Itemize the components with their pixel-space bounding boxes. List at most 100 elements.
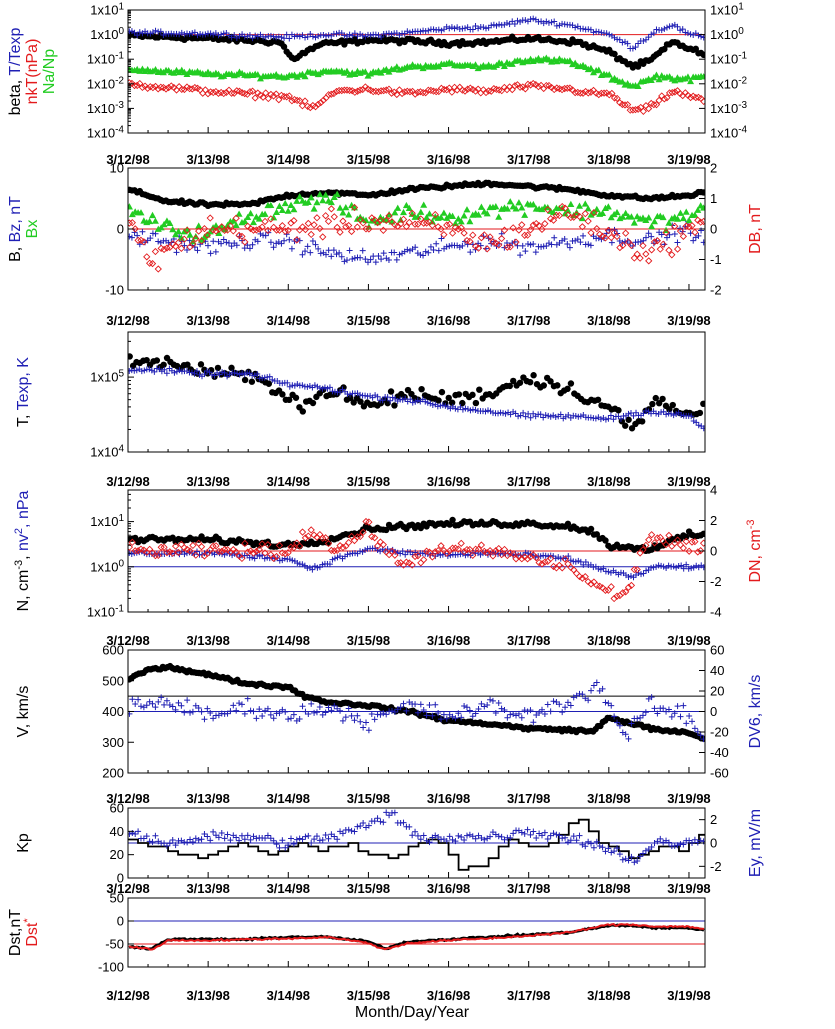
data-point: [544, 835, 551, 842]
data-point: [514, 17, 521, 24]
data-point: [158, 694, 165, 701]
data-point: [239, 370, 246, 377]
data-point: [267, 711, 274, 718]
data-point: [311, 709, 318, 716]
data-point: [630, 254, 638, 262]
data-point: [665, 219, 673, 226]
data-point: [155, 698, 162, 705]
data-point: [391, 249, 398, 256]
data-point: [552, 414, 559, 421]
data-point: [619, 39, 626, 46]
y-tick-label: -10: [105, 283, 124, 298]
data-point: [325, 835, 332, 842]
data-point: [143, 253, 151, 261]
data-point: [360, 724, 367, 731]
data-point: [285, 92, 293, 100]
data-point: [189, 838, 196, 845]
data-point: [141, 367, 148, 374]
y-tick-label: 600: [102, 643, 124, 658]
data-point: [307, 249, 314, 256]
x-tick-label: 3/17/98: [507, 313, 550, 328]
data-point: [478, 700, 485, 707]
data-point: [525, 550, 532, 557]
data-point: [128, 233, 133, 240]
data-point: [184, 361, 191, 368]
data-point: [599, 209, 607, 217]
data-point: [188, 369, 195, 376]
data-point: [327, 198, 335, 206]
data-point: [414, 213, 422, 220]
y2-tick-label: 40: [710, 663, 724, 678]
y2-axis-title: DV6, km/s: [747, 675, 764, 749]
data-point: [604, 226, 612, 235]
data-point: [644, 104, 653, 113]
data-point: [414, 552, 422, 560]
data-point: [308, 840, 315, 847]
y-axis-title: Na/Np: [41, 49, 58, 94]
data-point: [686, 713, 693, 720]
data-point: [294, 560, 301, 567]
data-point: [625, 735, 632, 742]
data-point: [503, 243, 512, 251]
data-point: [437, 402, 444, 409]
data-point: [138, 368, 145, 375]
data-point: [146, 217, 154, 225]
data-point: [597, 89, 606, 97]
y2-tick-label: -2: [710, 283, 722, 298]
data-point: [374, 546, 381, 553]
data-point: [461, 87, 469, 95]
data-point: [282, 844, 289, 851]
data-point: [510, 377, 517, 385]
data-point: [220, 236, 227, 243]
data-point: [660, 408, 667, 415]
data-point: [461, 836, 468, 843]
y-tick-label: 40: [110, 824, 124, 839]
data-point: [324, 539, 333, 548]
data-point: [261, 217, 269, 226]
data-point: [419, 88, 427, 97]
data-point: [616, 243, 624, 252]
data-point: [178, 29, 185, 36]
data-point: [221, 545, 229, 554]
data-point: [431, 548, 439, 556]
data-point: [425, 27, 432, 34]
y-tick-label: 1x105: [90, 369, 124, 385]
data-point: [587, 242, 594, 249]
data-point: [301, 225, 310, 234]
data-point: [136, 29, 143, 36]
data-point: [438, 27, 445, 34]
data-point: [484, 87, 493, 95]
data-point: [385, 211, 393, 218]
data-point: [680, 841, 687, 848]
data-point: [482, 408, 489, 415]
data-point: [296, 716, 303, 723]
data-point: [581, 573, 589, 581]
data-point: [339, 543, 347, 552]
data-point: [602, 537, 609, 544]
data-point: [249, 226, 258, 234]
data-point: [221, 226, 229, 235]
data-point: [357, 391, 364, 398]
data-point: [276, 710, 283, 717]
data-point: [169, 837, 176, 844]
y2-axis-title: Ey, mV/m: [747, 809, 764, 877]
data-point: [684, 73, 692, 80]
y2-tick-label: 2: [710, 513, 717, 528]
plot-area: [128, 179, 705, 273]
data-point: [547, 708, 554, 715]
data-point: [454, 545, 462, 553]
data-point: [550, 698, 557, 705]
data-point: [628, 425, 636, 432]
data-point: [590, 29, 597, 36]
data-point: [429, 712, 436, 719]
data-point: [269, 92, 278, 100]
data-point: [280, 43, 288, 50]
data-point: [241, 539, 249, 548]
data-point: [336, 228, 344, 236]
data-point: [469, 26, 476, 33]
data-point: [545, 19, 552, 26]
data-point: [334, 836, 341, 843]
data-point: [469, 713, 476, 720]
data-point: [633, 409, 640, 416]
